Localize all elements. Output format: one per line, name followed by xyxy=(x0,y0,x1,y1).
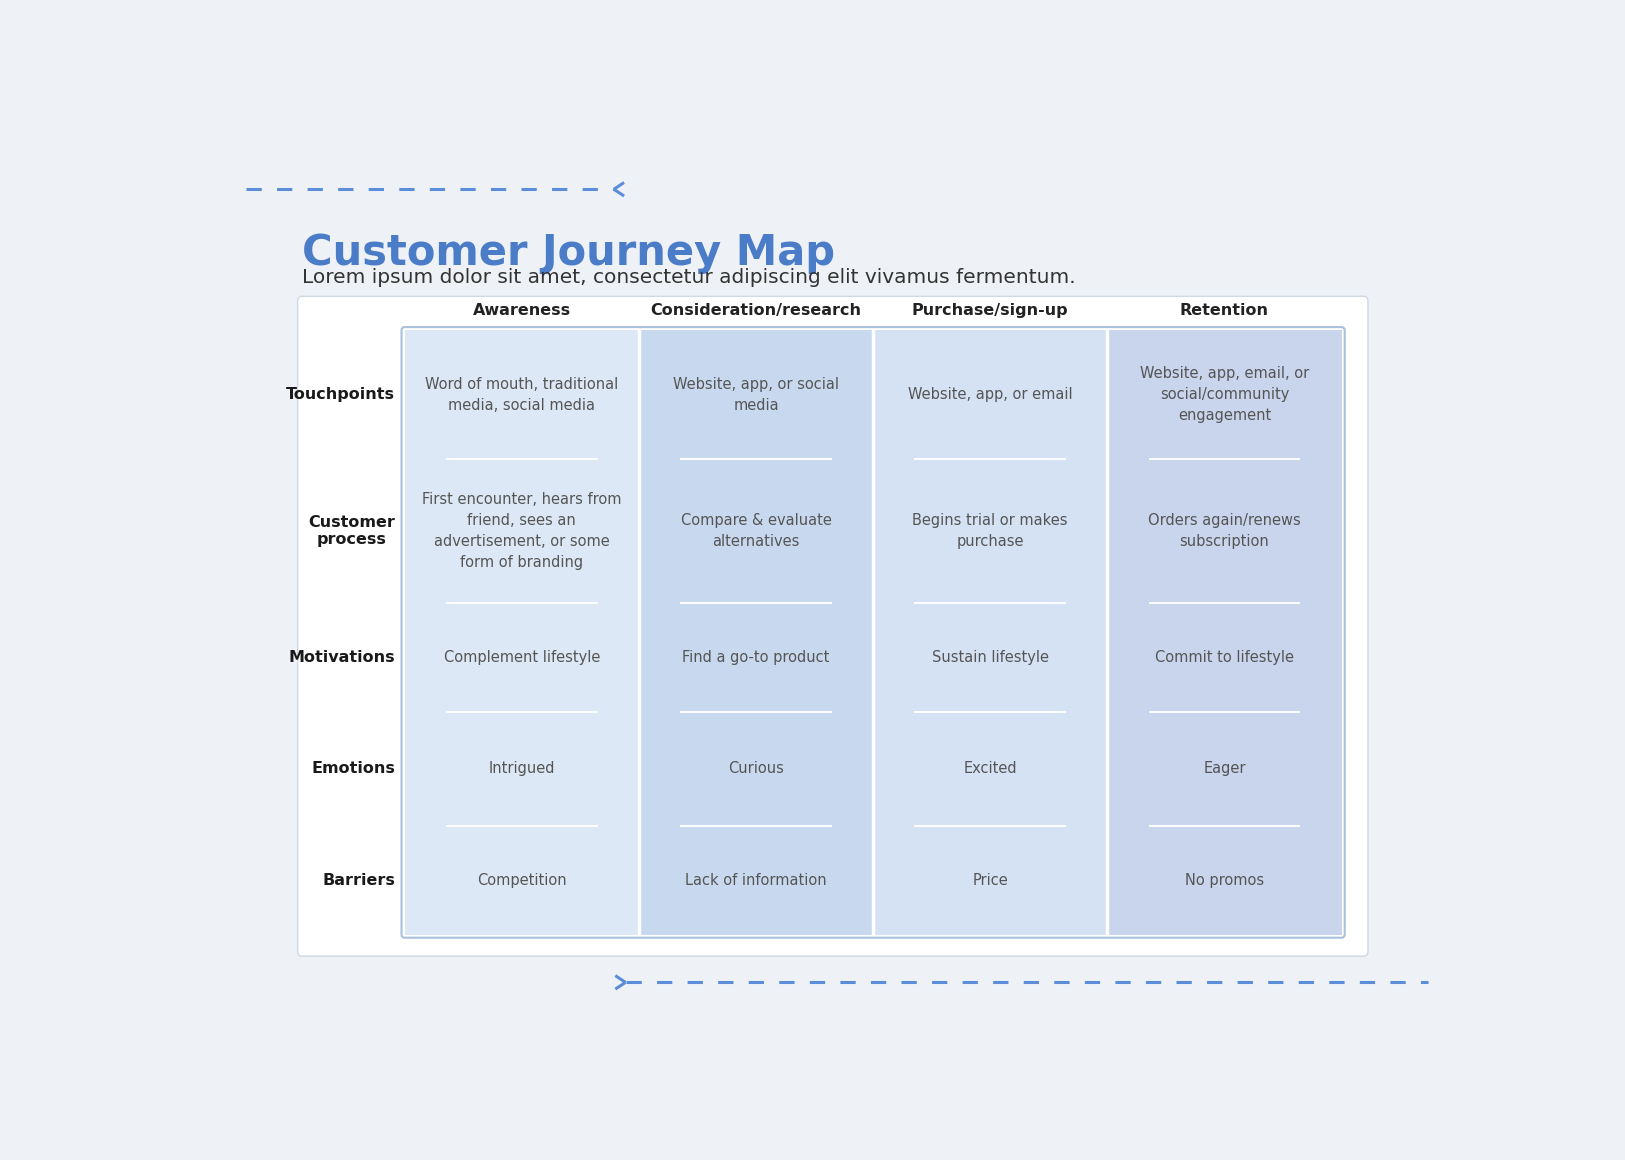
Bar xyxy=(639,331,873,459)
Text: Find a go-to product: Find a go-to product xyxy=(682,650,830,665)
Text: Customer
process: Customer process xyxy=(309,515,395,548)
Text: Lorem ipsum dolor sit amet, consectetur adipiscing elit vivamus fermentum.: Lorem ipsum dolor sit amet, consectetur … xyxy=(302,268,1076,287)
Text: Orders again/renews
subscription: Orders again/renews subscription xyxy=(1149,513,1302,549)
Text: Commit to lifestyle: Commit to lifestyle xyxy=(1155,650,1294,665)
Bar xyxy=(639,826,873,935)
Text: Touchpoints: Touchpoints xyxy=(286,387,395,403)
Text: Retention: Retention xyxy=(1180,303,1269,318)
Text: Purchase/sign-up: Purchase/sign-up xyxy=(912,303,1069,318)
Text: Website, app, or social
media: Website, app, or social media xyxy=(673,377,838,413)
Text: Curious: Curious xyxy=(728,761,783,776)
Text: Excited: Excited xyxy=(964,761,1017,776)
Text: Website, app, email, or
social/community
engagement: Website, app, email, or social/community… xyxy=(1139,367,1310,423)
Text: Sustain lifestyle: Sustain lifestyle xyxy=(931,650,1048,665)
Bar xyxy=(1107,459,1342,603)
Text: Consideration/research: Consideration/research xyxy=(650,303,861,318)
Text: Emotions: Emotions xyxy=(312,761,395,776)
Bar xyxy=(1107,331,1342,459)
Text: Motivations: Motivations xyxy=(289,650,395,665)
Bar xyxy=(1107,603,1342,711)
Bar xyxy=(873,459,1107,603)
Text: Price: Price xyxy=(972,872,1008,887)
Bar xyxy=(405,603,639,711)
Bar xyxy=(1107,711,1342,826)
Bar xyxy=(639,603,873,711)
Bar xyxy=(405,826,639,935)
FancyBboxPatch shape xyxy=(297,296,1368,956)
Text: Compare & evaluate
alternatives: Compare & evaluate alternatives xyxy=(681,513,832,549)
Bar xyxy=(873,711,1107,826)
Bar xyxy=(1107,826,1342,935)
Text: Barriers: Barriers xyxy=(322,872,395,887)
Bar xyxy=(873,603,1107,711)
Text: Begins trial or makes
purchase: Begins trial or makes purchase xyxy=(913,513,1068,549)
Text: Competition: Competition xyxy=(476,872,567,887)
Text: Customer Journey Map: Customer Journey Map xyxy=(302,232,835,274)
Text: First encounter, hears from
friend, sees an
advertisement, or some
form of brand: First encounter, hears from friend, sees… xyxy=(422,492,621,570)
Bar xyxy=(639,711,873,826)
Bar xyxy=(873,826,1107,935)
Text: Lack of information: Lack of information xyxy=(686,872,827,887)
Bar xyxy=(405,331,639,459)
Text: Awareness: Awareness xyxy=(473,303,570,318)
Text: No promos: No promos xyxy=(1185,872,1264,887)
Text: Eager: Eager xyxy=(1202,761,1246,776)
Bar xyxy=(873,331,1107,459)
Bar xyxy=(639,459,873,603)
Text: Intrigued: Intrigued xyxy=(489,761,556,776)
Text: Word of mouth, traditional
media, social media: Word of mouth, traditional media, social… xyxy=(426,377,619,413)
Text: Complement lifestyle: Complement lifestyle xyxy=(444,650,600,665)
Bar xyxy=(405,459,639,603)
Bar xyxy=(405,711,639,826)
Text: Website, app, or email: Website, app, or email xyxy=(908,387,1072,403)
